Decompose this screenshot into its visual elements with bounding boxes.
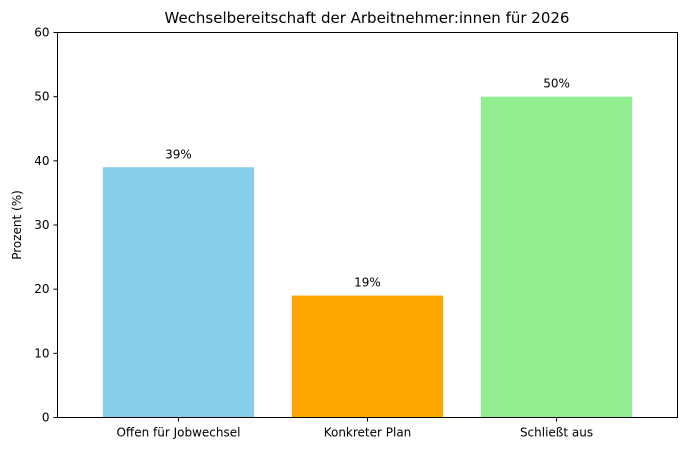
y-tick-label-10: 10 <box>34 346 49 360</box>
x-tick-label-2: Konkreter Plan <box>324 426 412 440</box>
data-label-3: 50% <box>543 77 570 91</box>
bars-layer <box>102 96 633 418</box>
bar-1 <box>102 167 255 418</box>
bar-3 <box>480 96 633 418</box>
data-label-2: 19% <box>354 276 381 290</box>
y-axis-label: Prozent (%) <box>10 190 24 260</box>
axes-frame <box>57 32 678 418</box>
y-tick-label-50: 50 <box>34 90 49 104</box>
y-tick-label-30: 30 <box>34 218 49 232</box>
y-axis-ticks: 0 10 20 30 40 50 60 <box>34 26 58 425</box>
y-tick-label-0: 0 <box>42 411 50 425</box>
y-tick-label-40: 40 <box>34 154 49 168</box>
x-tick-label-3: Schließt aus <box>520 426 593 440</box>
bar-2 <box>291 295 444 418</box>
chart-title: Wechselbereitschaft der Arbeitnehmer:inn… <box>165 9 570 27</box>
data-labels-layer: 39% 19% 50% <box>165 77 570 290</box>
y-tick-label-20: 20 <box>34 282 49 296</box>
y-tick-label-60: 60 <box>34 26 49 40</box>
x-axis-ticks: Offen für Jobwechsel Konkreter Plan Schlie… <box>116 417 593 440</box>
x-tick-label-1: Offen für Jobwechsel <box>116 426 240 440</box>
data-label-1: 39% <box>165 147 192 161</box>
